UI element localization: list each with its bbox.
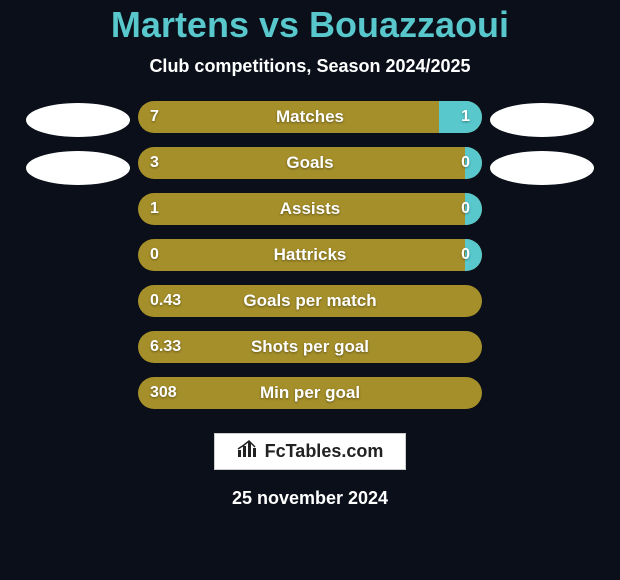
stat-bar: 6.33Shots per goal (138, 331, 482, 363)
stat-label: Shots per goal (138, 337, 482, 357)
page-title: Martens vs Bouazzaoui (111, 4, 509, 46)
stat-right-value: 0 (461, 246, 470, 264)
player-right-name: Bouazzaoui (309, 4, 509, 45)
comparison-card: Martens vs Bouazzaoui Club competitions,… (0, 0, 620, 580)
footer-date: 25 november 2024 (232, 488, 388, 509)
stat-right-value: 0 (461, 154, 470, 172)
stat-bars: 7Matches13Goals01Assists00Hattricks00.43… (138, 101, 482, 409)
stat-label: Goals (138, 153, 482, 173)
stat-bar: 308Min per goal (138, 377, 482, 409)
bar-chart-icon (237, 440, 259, 463)
player-left-name: Martens (111, 4, 249, 45)
stat-label: Min per goal (138, 383, 482, 403)
subtitle: Club competitions, Season 2024/2025 (149, 56, 470, 77)
stat-bar: 7Matches1 (138, 101, 482, 133)
stat-bar: 3Goals0 (138, 147, 482, 179)
stat-bar: 0Hattricks0 (138, 239, 482, 271)
stat-label: Assists (138, 199, 482, 219)
stat-label: Matches (138, 107, 482, 127)
stat-right-value: 1 (461, 108, 470, 126)
stat-label: Hattricks (138, 245, 482, 265)
right-avatar-placeholder (490, 103, 594, 137)
stat-right-value: 0 (461, 200, 470, 218)
stat-bar: 1Assists0 (138, 193, 482, 225)
stat-label: Goals per match (138, 291, 482, 311)
chart-area: 7Matches13Goals01Assists00Hattricks00.43… (0, 101, 620, 409)
stat-bar: 0.43Goals per match (138, 285, 482, 317)
source-logo: FcTables.com (214, 433, 407, 470)
vs-text: vs (259, 4, 299, 45)
left-avatar-column (18, 101, 138, 199)
left-avatar-placeholder (26, 151, 130, 185)
right-avatar-column (482, 101, 602, 199)
left-avatar-placeholder (26, 103, 130, 137)
source-logo-text: FcTables.com (265, 441, 384, 462)
right-avatar-placeholder (490, 151, 594, 185)
